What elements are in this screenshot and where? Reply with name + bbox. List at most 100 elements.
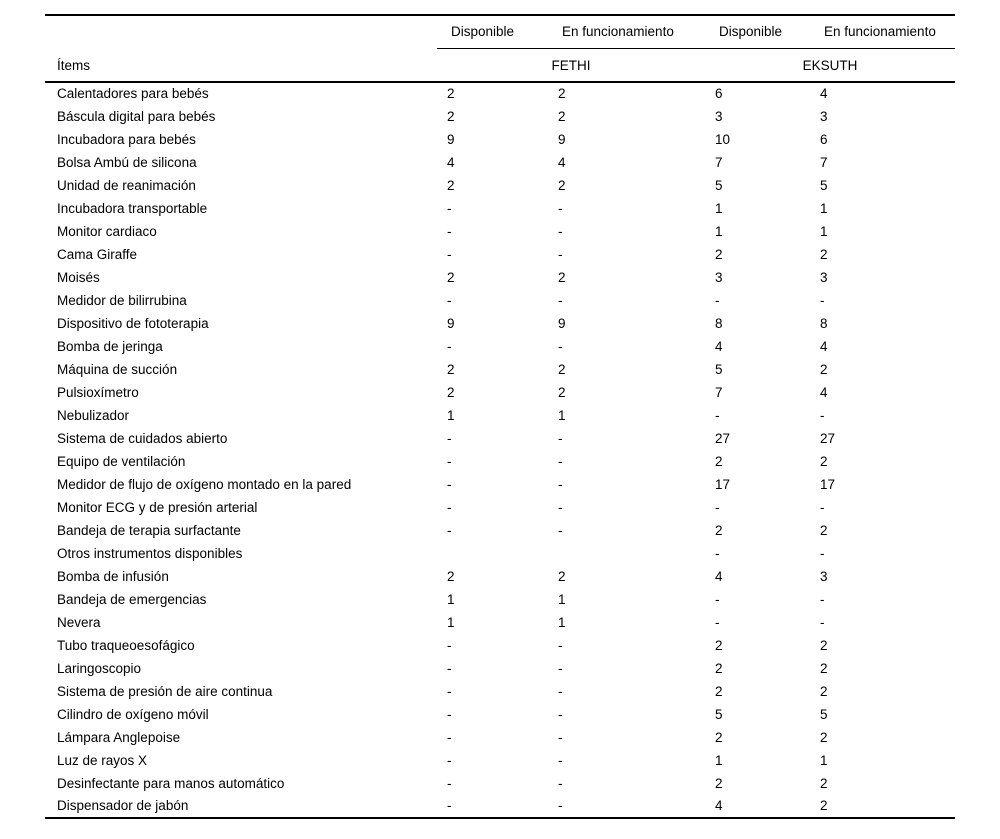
value-cell: - (447, 246, 452, 262)
item-name: Otros instrumentos disponibles (57, 545, 243, 561)
item-name: Incubadora para bebés (57, 131, 196, 147)
value-cell: - (558, 292, 563, 308)
value-cell: - (558, 246, 563, 262)
value-cell: - (715, 591, 720, 607)
value-cell: 4 (820, 338, 828, 354)
value-cell: - (447, 752, 452, 768)
value-cell: - (558, 752, 563, 768)
value-cell: 6 (820, 131, 828, 147)
value-cell: 9 (558, 131, 566, 147)
value-cell: 2 (715, 775, 723, 791)
value-cell: - (820, 292, 825, 308)
value-cell: 2 (447, 108, 455, 124)
item-name: Lámpara Anglepoise (57, 729, 181, 745)
value-cell: - (558, 338, 563, 354)
value-cell: - (447, 292, 452, 308)
table-header: Disponible En funcionamiento Disponible … (45, 14, 955, 84)
table-row: Luz de rayos X - - 1 1 (45, 749, 955, 772)
value-cell: 1 (447, 591, 455, 607)
value-cell: 17 (715, 476, 731, 492)
value-cell: 2 (558, 269, 566, 285)
value-cell: - (820, 499, 825, 515)
value-cell: 4 (715, 338, 723, 354)
table-row: Nevera 1 1 - - (45, 611, 955, 634)
item-name: Monitor ECG y de presión arterial (57, 499, 258, 515)
item-name: Medidor de bilirrubina (57, 292, 187, 308)
table-row: Bandeja de terapia surfactante - - 2 2 (45, 519, 955, 542)
value-cell: - (558, 637, 563, 653)
table-row: Bolsa Ambú de silicona 4 4 7 7 (45, 151, 955, 174)
value-cell: - (447, 660, 452, 676)
item-name: Nebulizador (57, 407, 130, 423)
table-row: Sistema de presión de aire continua - - 2 2 (45, 680, 955, 703)
value-cell: 27 (715, 430, 731, 446)
value-cell: 7 (715, 384, 723, 400)
item-name: Pulsioxímetro (57, 384, 139, 400)
item-name: Medidor de flujo de oxígeno montado en l… (57, 476, 352, 492)
value-cell: - (447, 637, 452, 653)
value-cell: 5 (820, 706, 828, 722)
table-row: Bandeja de emergencias 1 1 - - (45, 588, 955, 611)
value-cell: 4 (820, 384, 828, 400)
table-row: Báscula digital para bebés 2 2 3 3 (45, 105, 955, 128)
value-cell: 2 (558, 177, 566, 193)
group-header-row: Ítems FETHI EKSUTH (45, 48, 955, 84)
value-cell: 2 (558, 361, 566, 377)
item-name: Sistema de cuidados abierto (57, 430, 228, 446)
value-cell: 2 (820, 361, 828, 377)
value-cell: - (447, 453, 452, 469)
item-name: Tubo traqueoesofágico (57, 637, 195, 653)
item-name: Unidad de reanimación (57, 177, 196, 193)
value-cell: 7 (820, 154, 828, 170)
table-row: Laringoscopio - - 2 2 (45, 657, 955, 680)
value-cell: - (447, 200, 452, 216)
item-name: Máquina de succión (57, 361, 178, 377)
table-row: Sistema de cuidados abierto - - 27 27 (45, 427, 955, 450)
value-cell: 2 (715, 246, 723, 262)
value-cell: - (447, 476, 452, 492)
value-cell: 10 (715, 131, 731, 147)
value-cell: 1 (715, 752, 723, 768)
value-cell: 2 (715, 522, 723, 538)
table-row: Incubadora para bebés 9 9 10 6 (45, 128, 955, 151)
value-cell: 3 (715, 108, 723, 124)
value-cell: - (558, 729, 563, 745)
table-row: Otros instrumentos disponibles - - (45, 542, 955, 565)
table-row: Medidor de flujo de oxígeno montado en l… (45, 473, 955, 496)
value-cell: - (820, 591, 825, 607)
value-cell: - (447, 338, 452, 354)
item-name: Cama Giraffe (57, 246, 138, 262)
value-cell: - (447, 729, 452, 745)
table-container: Disponible En funcionamiento Disponible … (45, 14, 955, 820)
value-cell: - (820, 614, 825, 630)
value-cell: - (820, 545, 825, 561)
value-cell: 5 (715, 361, 723, 377)
value-cell: 3 (715, 269, 723, 285)
value-cell: 3 (820, 269, 828, 285)
table-row: Equipo de ventilación - - 2 2 (45, 450, 955, 473)
value-cell: 4 (715, 568, 723, 584)
value-cell: 2 (810, 795, 955, 820)
value-cell: - (558, 476, 563, 492)
items-header-spacer (45, 14, 437, 49)
item-name: Bandeja de emergencias (57, 591, 207, 607)
table-row: Cama Giraffe - - 2 2 (45, 243, 955, 266)
value-cell: 2 (447, 361, 455, 377)
value-cell: - (715, 614, 720, 630)
item-name: Laringoscopio (57, 660, 142, 676)
value-cell: - (558, 522, 563, 538)
value-cell: 2 (447, 269, 455, 285)
table-row: Lámpara Anglepoise - - 2 2 (45, 726, 955, 749)
item-name: Calentadores para bebés (57, 86, 209, 102)
value-cell: 4 (820, 86, 828, 102)
item-name: Bomba de jeringa (57, 338, 163, 354)
value-cell: 3 (820, 108, 828, 124)
value-cell: 2 (447, 86, 455, 102)
value-cell: 3 (820, 568, 828, 584)
value-cell: 2 (820, 453, 828, 469)
value-cell: 7 (715, 154, 723, 170)
col-header-eksuth-en-funcionamiento: En funcionamiento (810, 14, 955, 50)
value-cell: 9 (447, 315, 455, 331)
value-cell: 2 (820, 683, 828, 699)
value-cell: - (558, 706, 563, 722)
